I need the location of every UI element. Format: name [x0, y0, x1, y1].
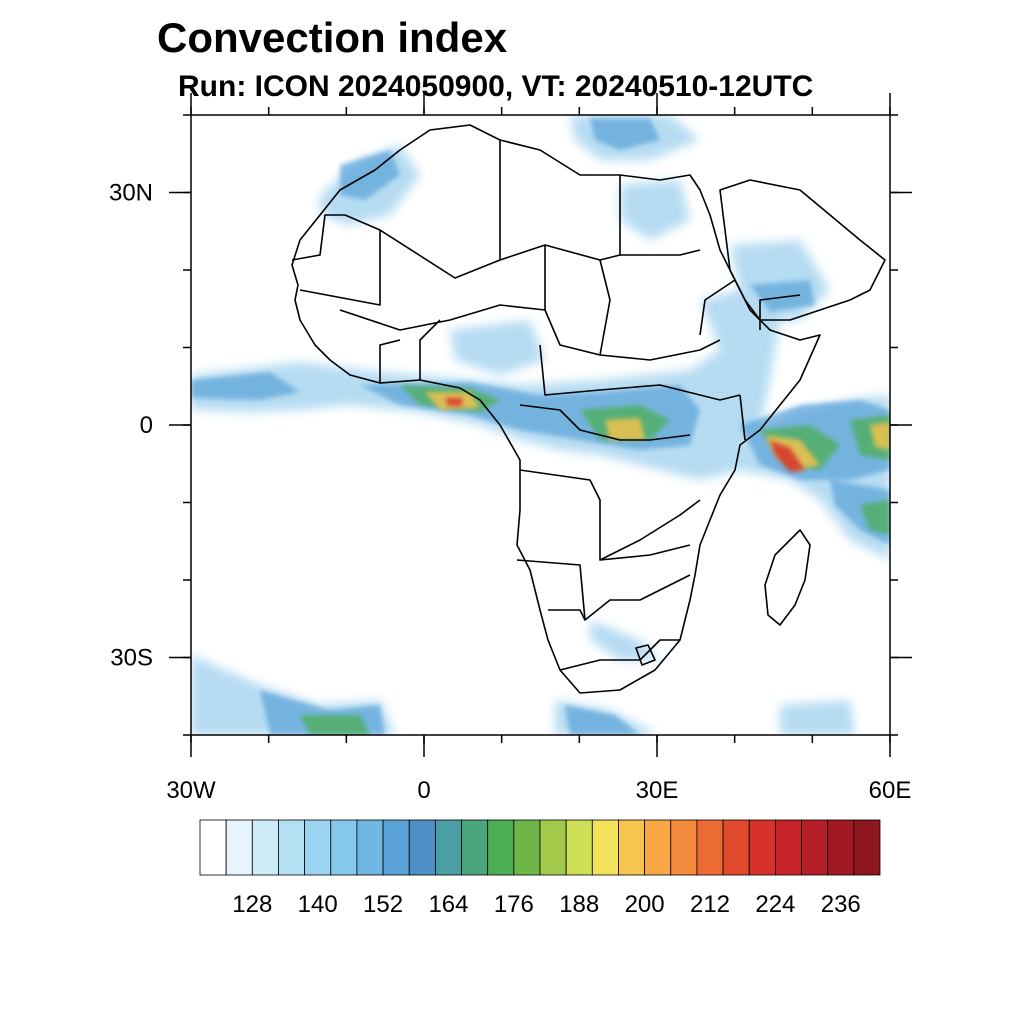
colorbar-label: 200	[625, 891, 665, 918]
colorbar-swatch	[853, 819, 881, 876]
colorbar	[199, 819, 881, 876]
lat-tick-label: 30N	[109, 180, 153, 207]
colorbar-swatch	[827, 819, 855, 876]
colorbar-swatch	[330, 819, 358, 876]
colorbar-label: 152	[363, 891, 403, 918]
lat-tick-label: 0	[140, 412, 153, 439]
colorbar-swatch	[487, 819, 515, 876]
lon-tick-label: 0	[417, 777, 430, 804]
map-title: Convection index	[157, 14, 508, 61]
colorbar-swatch	[382, 819, 410, 876]
colorbar-swatch	[225, 819, 253, 876]
colorbar-label: 176	[494, 891, 534, 918]
colorbar-swatch	[722, 819, 750, 876]
colorbar-swatch	[434, 819, 462, 876]
colorbar-label: 140	[298, 891, 338, 918]
colorbar-swatch	[670, 819, 698, 876]
colorbar-label: 236	[821, 891, 861, 918]
colorbar-swatch	[251, 819, 279, 876]
colorbar-label: 188	[559, 891, 599, 918]
lon-tick-label: 60E	[869, 777, 912, 804]
colorbar-label: 212	[690, 891, 730, 918]
colorbar-swatch	[461, 819, 489, 876]
map-subtitle: Run: ICON 2024050900, VT: 20240510-12UTC	[178, 70, 814, 103]
madagascar-coastline	[764, 529, 811, 626]
lat-tick-label: 30S	[110, 645, 153, 672]
colorbar-swatch	[774, 819, 802, 876]
colorbar-label: 164	[428, 891, 468, 918]
colorbar-swatch	[356, 819, 384, 876]
colorbar-swatch	[408, 819, 436, 876]
colorbar-swatch	[696, 819, 724, 876]
colorbar-swatch	[591, 819, 619, 876]
colorbar-swatch	[278, 819, 306, 876]
colorbar-swatch	[801, 819, 829, 876]
colorbar-swatch	[304, 819, 332, 876]
axis-tick-labels: 30W 0 30E 60E 30N 0 30S	[109, 180, 911, 805]
colorbar-swatch	[199, 819, 227, 876]
colorbar-swatch	[618, 819, 646, 876]
colorbar-swatch	[565, 819, 593, 876]
colorbar-swatch	[748, 819, 776, 876]
coastlines-borders	[291, 124, 886, 694]
colorbar-label: 128	[232, 891, 272, 918]
africa-coastline	[291, 124, 821, 694]
colorbar-swatch	[539, 819, 567, 876]
colorbar-swatch	[513, 819, 541, 876]
colorbar-labels: 128 140 152 164 176 188 200 212 224 236	[232, 891, 861, 918]
colorbar-label: 224	[755, 891, 795, 918]
axis-ticks	[169, 93, 912, 757]
lon-tick-label: 30E	[636, 777, 679, 804]
arabia-coastline	[719, 179, 886, 321]
lon-tick-label: 30W	[166, 777, 216, 804]
colorbar-swatch	[644, 819, 672, 876]
